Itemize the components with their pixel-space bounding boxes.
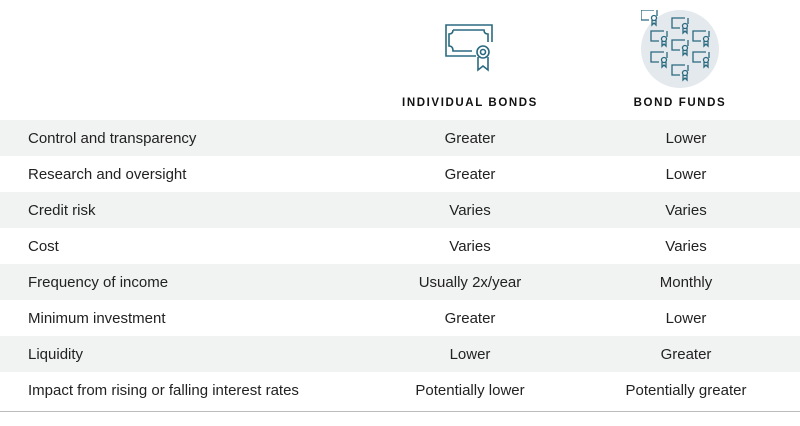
bond-funds-value: Varies: [665, 201, 707, 219]
table-row: Cost Varies Varies: [0, 228, 800, 264]
row-label: Impact from rising or falling interest r…: [28, 381, 299, 399]
bond-funds-value: Lower: [665, 165, 707, 183]
row-label: Credit risk: [28, 201, 96, 219]
bond-funds-value: Lower: [665, 129, 707, 147]
divider: [0, 411, 800, 412]
individual-bonds-value: Greater: [444, 129, 496, 147]
row-label: Minimum investment: [28, 309, 166, 327]
row-label: Liquidity: [28, 345, 84, 363]
bond-funds-value: Monthly: [659, 273, 713, 291]
row-label: Cost: [28, 237, 59, 255]
row-label: Research and oversight: [28, 165, 187, 183]
bond-funds-value: Varies: [665, 237, 707, 255]
individual-bonds-value: Greater: [444, 165, 496, 183]
individual-bonds-value: Greater: [444, 309, 496, 327]
header-bond-funds: BOND FUNDS: [633, 97, 727, 109]
table-row: Control and transparency Greater Lower: [0, 120, 800, 156]
individual-bonds-value: Lower: [449, 345, 491, 363]
table-row: Impact from rising or falling interest r…: [0, 372, 800, 408]
row-label: Control and transparency: [28, 129, 197, 147]
certificate-icon: [445, 24, 493, 72]
bond-funds-value: Potentially greater: [625, 381, 747, 399]
table-row: Research and oversight Greater Lower: [0, 156, 800, 192]
table-row: Credit risk Varies Varies: [0, 192, 800, 228]
comparison-table: Control and transparency Greater Lower Rese…: [0, 120, 800, 408]
individual-bonds-value: Potentially lower: [415, 381, 525, 399]
individual-bonds-value: Varies: [449, 237, 491, 255]
table-row: Minimum investment Greater Lower: [0, 300, 800, 336]
header-individual-bonds: INDIVIDUAL BONDS: [402, 97, 538, 109]
row-label: Frequency of income: [28, 273, 169, 291]
individual-bonds-value: Varies: [449, 201, 491, 219]
multiple-certificates-icon: [641, 10, 719, 88]
table-row: Liquidity Lower Greater: [0, 336, 800, 372]
bond-funds-value: Greater: [660, 345, 712, 363]
table-row: Frequency of income Usually 2x/year Monthl…: [0, 264, 800, 300]
bond-funds-value: Lower: [665, 309, 707, 327]
individual-bonds-value: Usually 2x/year: [418, 273, 522, 291]
